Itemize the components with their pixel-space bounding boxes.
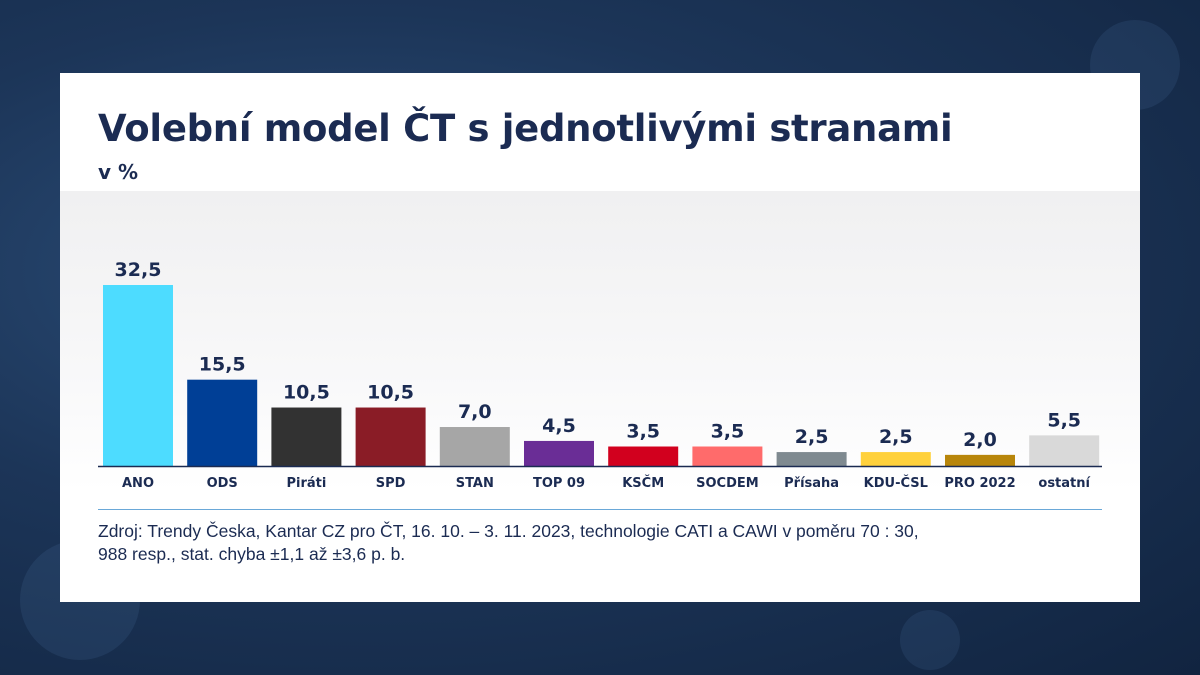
value-label: 10,5 — [367, 382, 414, 404]
value-label: 32,5 — [115, 259, 162, 281]
chart-subtitle: v % — [98, 160, 139, 184]
bar-ods — [187, 379, 258, 466]
bar-ksčm — [608, 446, 679, 466]
category-label: STAN — [456, 476, 494, 491]
value-label: 10,5 — [283, 382, 330, 404]
bar-top-09 — [524, 440, 594, 466]
chart-card: Volební model ČT s jednotlivými stranami… — [60, 73, 1140, 602]
bar-chart: 32,5 ANO 15,5 ODS 10,5 Piráti 10,5 SPD 7,0 STAN 4,… — [98, 259, 1102, 491]
value-label: 15,5 — [199, 354, 246, 376]
divider-line — [98, 509, 1102, 510]
bar-stan — [439, 427, 510, 466]
category-label: KSČM — [622, 475, 664, 491]
bar-socdem — [692, 446, 763, 466]
bar-pro-2022 — [945, 454, 1015, 466]
category-label: Piráti — [286, 476, 326, 491]
category-label: ANO — [122, 476, 154, 491]
category-label: SPD — [376, 476, 406, 491]
bar-kdu-čsl — [860, 452, 931, 466]
category-label: KDU-ČSL — [864, 475, 928, 491]
value-label: 2,0 — [963, 429, 997, 451]
value-label: 4,5 — [542, 415, 576, 437]
bar-piráti — [271, 407, 342, 466]
value-label: 3,5 — [711, 421, 745, 443]
bar-ano — [103, 285, 173, 466]
bar-spd — [355, 407, 426, 466]
category-label: ostatní — [1038, 476, 1091, 491]
category-label: Přísaha — [784, 476, 839, 491]
source-line-2: 988 resp., stat. chyba ±1,1 až ±3,6 p. b… — [98, 544, 406, 564]
category-label: SOCDEM — [696, 476, 759, 491]
value-label: 2,5 — [795, 426, 829, 448]
source-line-1: Zdroj: Trendy Česka, Kantar CZ pro ČT, 1… — [98, 521, 919, 541]
category-label: PRO 2022 — [944, 476, 1015, 491]
bar-přísaha — [776, 452, 847, 466]
value-label: 3,5 — [626, 421, 660, 443]
value-label: 5,5 — [1047, 409, 1081, 431]
bar-ostatní — [1029, 435, 1100, 466]
source-note: Zdroj: Trendy Česka, Kantar CZ pro ČT, 1… — [98, 520, 1098, 566]
category-label: TOP 09 — [533, 476, 585, 491]
value-label: 2,5 — [879, 426, 913, 448]
chart-title: Volební model ČT s jednotlivými stranami — [98, 107, 953, 150]
value-label: 7,0 — [458, 401, 492, 423]
category-label: ODS — [207, 476, 238, 491]
